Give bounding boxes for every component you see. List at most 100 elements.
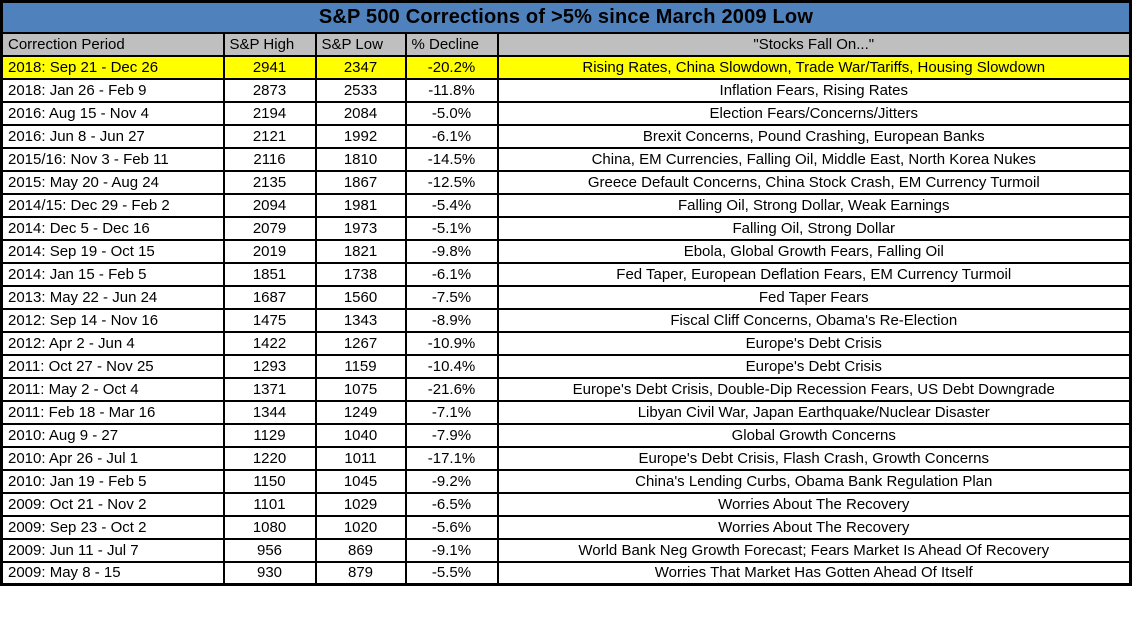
correction-period-cell: 2014: Dec 5 - Dec 16 xyxy=(0,215,225,241)
correction-period-cell: 2009: May 8 - 15 xyxy=(0,560,225,586)
column-header-percent-decline: % Decline xyxy=(404,31,499,57)
sp-high-cell: 2094 xyxy=(222,192,317,218)
table-row: 2010: Apr 26 - Jul 1 1220 1011 -17.1% Europe… xyxy=(0,445,1132,471)
percent-decline-cell: -6.1% xyxy=(404,261,499,287)
table-row: 2014: Jan 15 - Feb 5 1851 1738 -6.1% Fed Tap… xyxy=(0,261,1132,287)
reason-cell: Falling Oil, Strong Dollar, Weak Earning… xyxy=(496,192,1132,218)
table-row: 2009: May 8 - 15 930 879 -5.5% Worries That … xyxy=(0,560,1132,586)
table-row: 2013: May 22 - Jun 24 1687 1560 -7.5% Fed Ta… xyxy=(0,284,1132,310)
correction-period-cell: 2010: Jan 19 - Feb 5 xyxy=(0,468,225,494)
correction-period-cell: 2016: Aug 15 - Nov 4 xyxy=(0,100,225,126)
reason-cell: Global Growth Concerns xyxy=(496,422,1132,448)
table-title-row: S&P 500 Corrections of >5% since March 2… xyxy=(0,0,1132,34)
sp-high-cell: 930 xyxy=(222,560,317,586)
table-row: 2010: Jan 19 - Feb 5 1150 1045 -9.2% China's… xyxy=(0,468,1132,494)
percent-decline-cell: -5.6% xyxy=(404,514,499,540)
sp-low-cell: 1011 xyxy=(314,445,407,471)
percent-decline-cell: -7.1% xyxy=(404,399,499,425)
reason-cell: China's Lending Curbs, Obama Bank Regula… xyxy=(496,468,1132,494)
sp-low-cell: 2084 xyxy=(314,100,407,126)
reason-cell: Europe's Debt Crisis xyxy=(496,353,1132,379)
sp-low-cell: 1992 xyxy=(314,123,407,149)
reason-cell: Europe's Debt Crisis xyxy=(496,330,1132,356)
correction-period-cell: 2010: Aug 9 - 27 xyxy=(0,422,225,448)
sp-high-cell: 1220 xyxy=(222,445,317,471)
percent-decline-cell: -5.0% xyxy=(404,100,499,126)
sp-low-cell: 2533 xyxy=(314,77,407,103)
percent-decline-cell: -10.9% xyxy=(404,330,499,356)
table-row: 2016: Aug 15 - Nov 4 2194 2084 -5.0% Electio… xyxy=(0,100,1132,126)
table-row: 2009: Sep 23 - Oct 2 1080 1020 -5.6% Worries… xyxy=(0,514,1132,540)
correction-period-cell: 2014/15: Dec 29 - Feb 2 xyxy=(0,192,225,218)
percent-decline-cell: -6.5% xyxy=(404,491,499,517)
reason-cell: Fed Taper Fears xyxy=(496,284,1132,310)
reason-cell: Greece Default Concerns, China Stock Cra… xyxy=(496,169,1132,195)
table-row: 2015/16: Nov 3 - Feb 11 2116 1810 -14.5% Chi… xyxy=(0,146,1132,172)
correction-period-cell: 2014: Sep 19 - Oct 15 xyxy=(0,238,225,264)
sp-low-cell: 1040 xyxy=(314,422,407,448)
sp-high-cell: 1150 xyxy=(222,468,317,494)
table-row: 2018: Jan 26 - Feb 9 2873 2533 -11.8% Inflat… xyxy=(0,77,1132,103)
table-row: 2018: Sep 21 - Dec 26 2941 2347 -20.2% Risin… xyxy=(0,54,1132,80)
sp-high-cell: 1129 xyxy=(222,422,317,448)
table-row: 2010: Aug 9 - 27 1129 1040 -7.9% Global Grow… xyxy=(0,422,1132,448)
sp-high-cell: 1687 xyxy=(222,284,317,310)
correction-period-cell: 2015: May 20 - Aug 24 xyxy=(0,169,225,195)
sp-low-cell: 1560 xyxy=(314,284,407,310)
correction-period-cell: 2009: Jun 11 - Jul 7 xyxy=(0,537,225,563)
percent-decline-cell: -20.2% xyxy=(404,54,499,80)
reason-cell: Ebola, Global Growth Fears, Falling Oil xyxy=(496,238,1132,264)
table-row: 2011: May 2 - Oct 4 1371 1075 -21.6% Europe'… xyxy=(0,376,1132,402)
table-row: 2014: Sep 19 - Oct 15 2019 1821 -9.8% Ebola,… xyxy=(0,238,1132,264)
sp-low-cell: 1343 xyxy=(314,307,407,333)
correction-period-cell: 2014: Jan 15 - Feb 5 xyxy=(0,261,225,287)
percent-decline-cell: -21.6% xyxy=(404,376,499,402)
sp-high-cell: 1475 xyxy=(222,307,317,333)
correction-period-cell: 2011: May 2 - Oct 4 xyxy=(0,376,225,402)
sp-low-cell: 2347 xyxy=(314,54,407,80)
reason-cell: Election Fears/Concerns/Jitters xyxy=(496,100,1132,126)
sp-low-cell: 1159 xyxy=(314,353,407,379)
sp-high-cell: 1371 xyxy=(222,376,317,402)
sp-low-cell: 879 xyxy=(314,560,407,586)
reason-cell: Europe's Debt Crisis, Double-Dip Recessi… xyxy=(496,376,1132,402)
correction-period-cell: 2009: Oct 21 - Nov 2 xyxy=(0,491,225,517)
sp-low-cell: 1045 xyxy=(314,468,407,494)
percent-decline-cell: -9.1% xyxy=(404,537,499,563)
table-row: 2012: Apr 2 - Jun 4 1422 1267 -10.9% Europe'… xyxy=(0,330,1132,356)
table-row: 2011: Feb 18 - Mar 16 1344 1249 -7.1% Libyan… xyxy=(0,399,1132,425)
percent-decline-cell: -9.8% xyxy=(404,238,499,264)
table-row: 2016: Jun 8 - Jun 27 2121 1992 -6.1% Brexit … xyxy=(0,123,1132,149)
table-row: 2009: Jun 11 - Jul 7 956 869 -9.1% World Ban… xyxy=(0,537,1132,563)
percent-decline-cell: -7.9% xyxy=(404,422,499,448)
sp-low-cell: 1075 xyxy=(314,376,407,402)
correction-period-cell: 2016: Jun 8 - Jun 27 xyxy=(0,123,225,149)
reason-cell: Rising Rates, China Slowdown, Trade War/… xyxy=(496,54,1132,80)
table-row: 2009: Oct 21 - Nov 2 1101 1029 -6.5% Worries… xyxy=(0,491,1132,517)
sp-low-cell: 1981 xyxy=(314,192,407,218)
percent-decline-cell: -6.1% xyxy=(404,123,499,149)
sp-high-cell: 1344 xyxy=(222,399,317,425)
correction-period-cell: 2018: Sep 21 - Dec 26 xyxy=(0,54,225,80)
correction-period-cell: 2013: May 22 - Jun 24 xyxy=(0,284,225,310)
table-header-row: Correction Period S&P High S&P Low % Dec… xyxy=(0,31,1132,57)
sp-high-cell: 2135 xyxy=(222,169,317,195)
sp500-corrections-table: S&P 500 Corrections of >5% since March 2… xyxy=(0,0,1132,586)
sp-low-cell: 1821 xyxy=(314,238,407,264)
correction-period-cell: 2011: Feb 18 - Mar 16 xyxy=(0,399,225,425)
correction-period-cell: 2018: Jan 26 - Feb 9 xyxy=(0,77,225,103)
reason-cell: Europe's Debt Crisis, Flash Crash, Growt… xyxy=(496,445,1132,471)
sp-low-cell: 869 xyxy=(314,537,407,563)
sp-high-cell: 2121 xyxy=(222,123,317,149)
reason-cell: Fed Taper, European Deflation Fears, EM … xyxy=(496,261,1132,287)
sp-high-cell: 2019 xyxy=(222,238,317,264)
table-row: 2015: May 20 - Aug 24 2135 1867 -12.5% Greec… xyxy=(0,169,1132,195)
column-header-stocks-fall-on: "Stocks Fall On..." xyxy=(496,31,1132,57)
percent-decline-cell: -9.2% xyxy=(404,468,499,494)
column-header-correction-period: Correction Period xyxy=(0,31,225,57)
table-row: 2014: Dec 5 - Dec 16 2079 1973 -5.1% Falling… xyxy=(0,215,1132,241)
sp-low-cell: 1029 xyxy=(314,491,407,517)
percent-decline-cell: -10.4% xyxy=(404,353,499,379)
sp-low-cell: 1020 xyxy=(314,514,407,540)
